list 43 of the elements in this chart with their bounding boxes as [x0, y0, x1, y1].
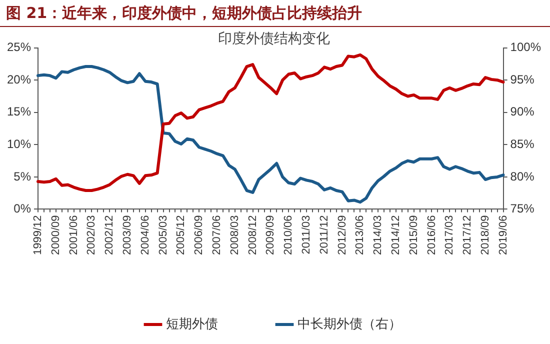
x-tick-label: 2005/12 [175, 215, 188, 256]
x-tick-label: 2008/03 [228, 215, 241, 256]
x-tick-label: 2010/06 [282, 215, 295, 256]
x-tick-label: 2015/09 [408, 215, 420, 256]
legend-label: 中长期外债（右） [298, 316, 402, 332]
x-tick-label: 2000/09 [50, 215, 62, 256]
x-tick-label: 2017/03 [444, 215, 456, 256]
x-tick-label: 2009/09 [264, 215, 277, 256]
x-tick-label: 2001/06 [68, 215, 80, 256]
x-tick-label: 2008/12 [246, 215, 259, 256]
y2-tick-label: 85% [510, 136, 535, 151]
x-tick-label: 2011/03 [300, 215, 312, 254]
x-tick-label: 2005/03 [157, 215, 170, 256]
x-tick-label: 2003/09 [122, 215, 134, 256]
y-tick-label: 0% [14, 202, 32, 216]
x-tick-label: 2016/06 [426, 215, 438, 256]
chart-subtitle: 印度外债结构变化 [218, 31, 330, 48]
x-tick-label: 2006/09 [193, 215, 206, 256]
y-tick-label: 20% [6, 72, 32, 86]
y-tick-label: 15% [6, 104, 32, 119]
y2-tick-label: 75% [510, 202, 535, 216]
legend-label: 短期外债 [166, 316, 218, 332]
chart-title: 图 21：近年来，印度外债中，短期外债占比持续抬升 [0, 0, 550, 27]
x-tick-label: 1999/12 [32, 215, 44, 256]
x-tick-label: 2014/03 [372, 215, 384, 256]
y2-tick-label: 80% [510, 169, 535, 184]
x-tick-label: 2018/09 [479, 215, 492, 256]
y-tick-label: 25% [6, 40, 32, 54]
y2-tick-label: 100% [510, 40, 542, 54]
x-tick-label: 2004/06 [139, 215, 152, 256]
x-tick-label: 2007/06 [211, 215, 224, 256]
x-tick-label: 2002/03 [86, 215, 98, 256]
y2-tick-label: 95% [510, 72, 535, 86]
x-tick-label: 2013/06 [354, 215, 366, 256]
y-tick-label: 5% [14, 169, 32, 184]
x-tick-label: 2012/09 [336, 215, 348, 256]
y2-tick-label: 90% [510, 104, 535, 119]
x-tick-label: 2011/12 [318, 215, 330, 254]
x-tick-label: 2017/12 [462, 215, 474, 256]
x-tick-label: 2002/12 [104, 215, 116, 256]
x-tick-label: 2014/12 [390, 215, 402, 256]
y-tick-label: 10% [6, 136, 32, 151]
x-tick-label: 2019/06 [497, 215, 510, 256]
